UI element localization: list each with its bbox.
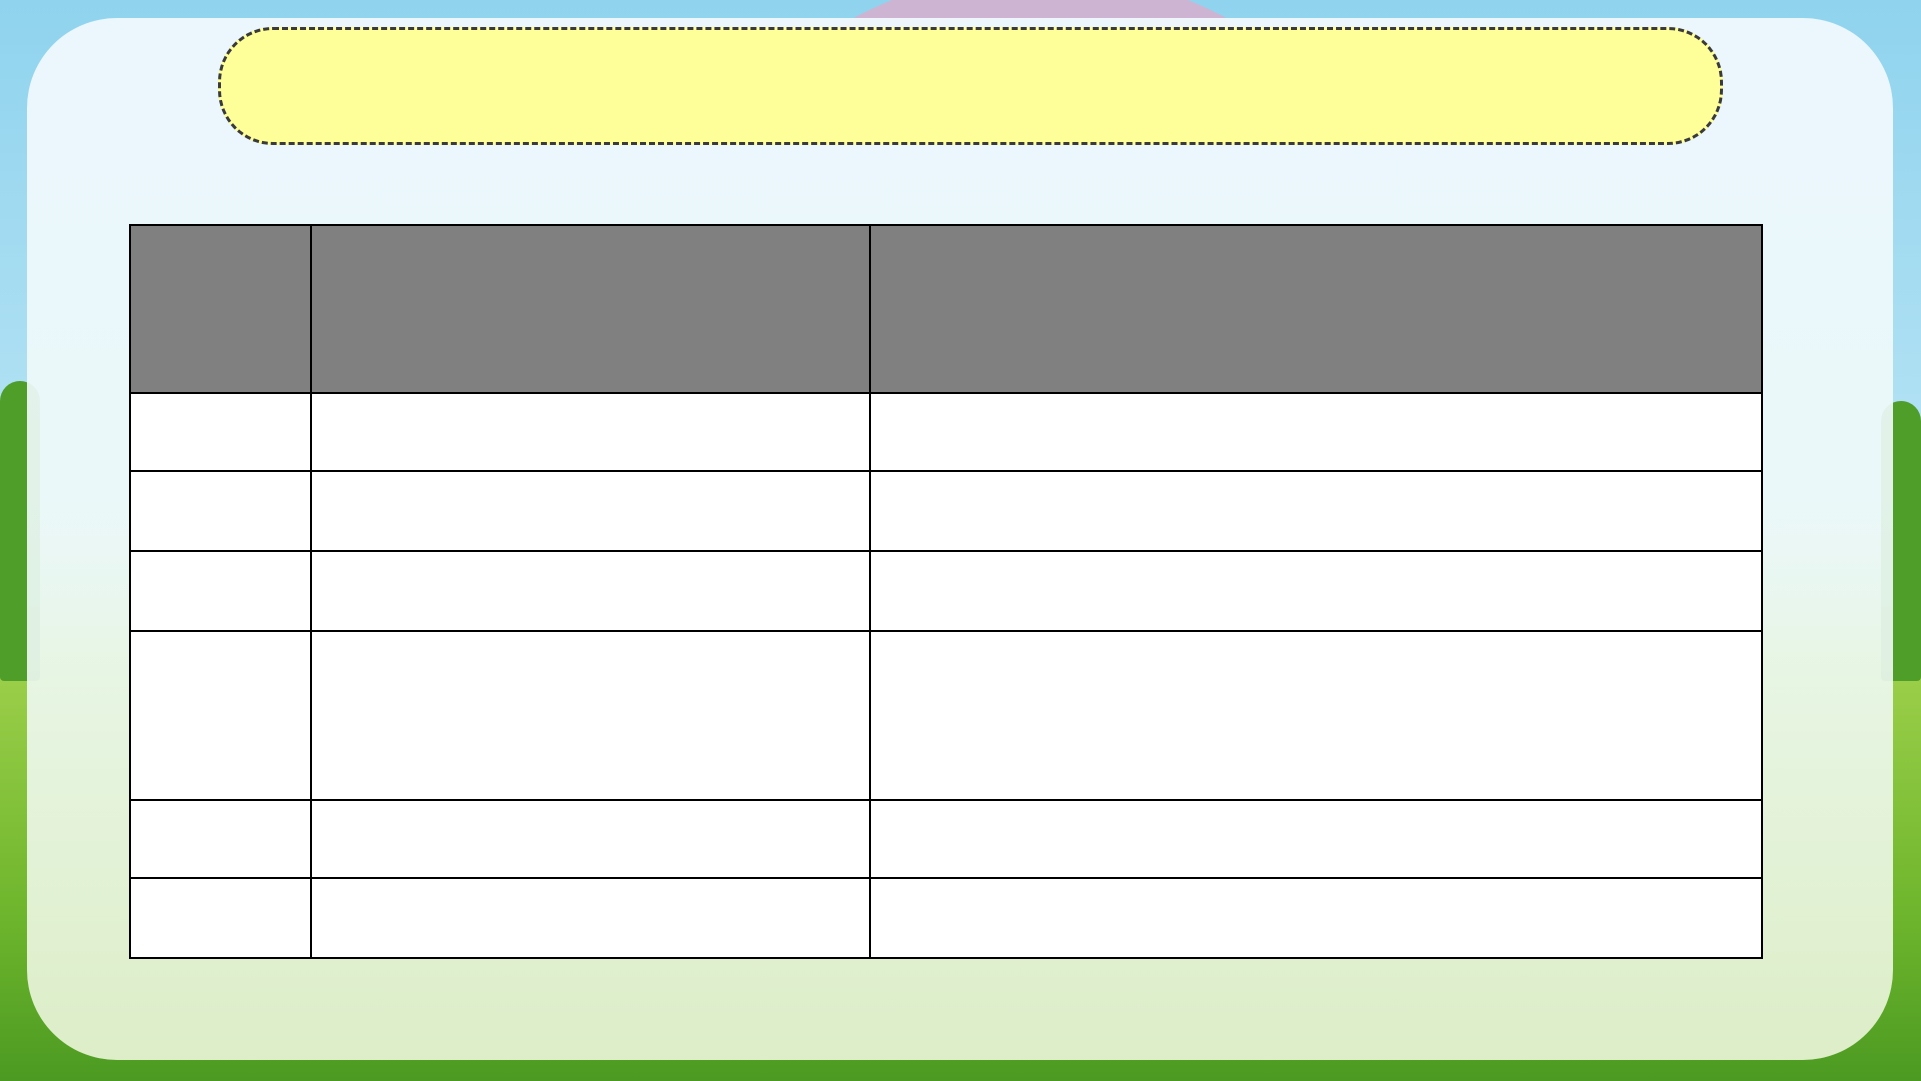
title-box — [218, 27, 1723, 145]
table-cell — [869, 630, 1763, 801]
header-cell — [869, 224, 1763, 394]
header-cell — [310, 224, 871, 394]
table-header-row — [129, 224, 1763, 394]
table-cell — [310, 799, 871, 879]
table-cell — [310, 392, 871, 472]
table-cell — [310, 630, 871, 801]
table-cell — [129, 799, 312, 879]
table-row — [129, 630, 1763, 801]
table-cell — [129, 392, 312, 472]
header-cell — [129, 224, 312, 394]
table-cell — [310, 550, 871, 632]
table-cell — [869, 392, 1763, 472]
table-cell — [129, 877, 312, 959]
table-row — [129, 392, 1763, 472]
table-row — [129, 877, 1763, 959]
table-cell — [869, 877, 1763, 959]
table-row — [129, 550, 1763, 632]
table-row — [129, 470, 1763, 552]
table-cell — [310, 470, 871, 552]
table-cell — [129, 630, 312, 801]
table-cell — [310, 877, 871, 959]
table-cell — [869, 470, 1763, 552]
table-cell — [869, 799, 1763, 879]
data-table — [129, 224, 1763, 959]
table-cell — [869, 550, 1763, 632]
table-cell — [129, 550, 312, 632]
table-row — [129, 799, 1763, 879]
table-cell — [129, 470, 312, 552]
